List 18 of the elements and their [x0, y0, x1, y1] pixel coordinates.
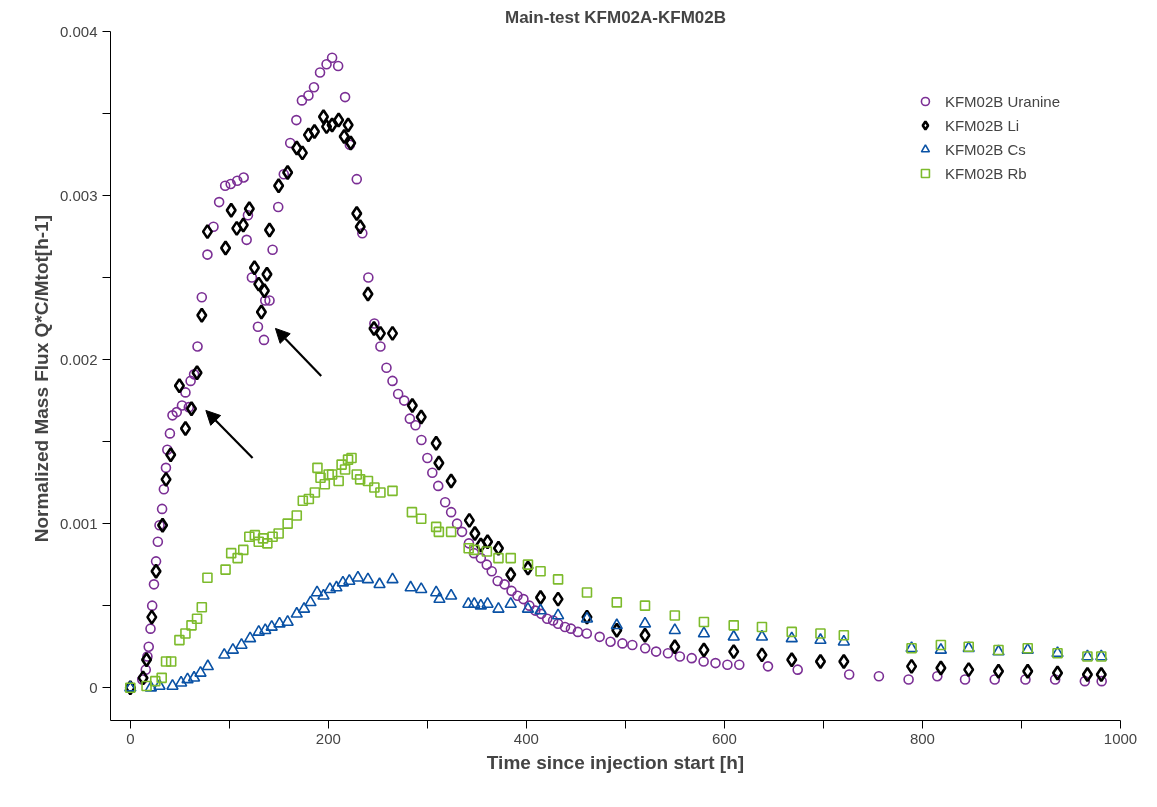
x-tick-label: 800 — [909, 729, 935, 747]
x-tick-label: 400 — [513, 729, 539, 747]
legend-label: KFM02B Cs — [944, 140, 1026, 158]
y-tick-label: 0.003 — [59, 186, 98, 204]
y-tick-label: 0 — [89, 678, 98, 696]
x-axis-title: Time since injection start [h] — [486, 751, 745, 773]
y-tick-label: 0.004 — [59, 22, 98, 40]
chart-title: Main-test KFM02A-KFM02B — [504, 7, 727, 27]
x-tick-label: 600 — [711, 729, 737, 747]
x-tick-label: 1000 — [1103, 729, 1138, 747]
legend-label: KFM02B Li — [944, 116, 1020, 134]
x-tick-label: 200 — [315, 729, 341, 747]
legend-label: KFM02B Uranine — [944, 92, 1060, 110]
y-tick-label: 0.002 — [59, 350, 98, 368]
y-tick-label: 0.001 — [59, 514, 98, 532]
x-tick-label: 0 — [126, 729, 135, 747]
y-axis-title: Normalized Mass Flux Q*C/Mtot[h-1] — [30, 215, 52, 543]
legend-label: KFM02B Rb — [944, 164, 1027, 182]
